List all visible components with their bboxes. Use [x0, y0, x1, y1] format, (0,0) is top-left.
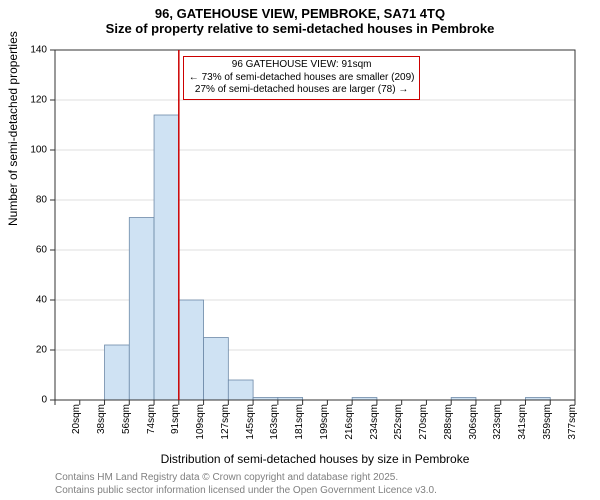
x-tick-label: 20sqm: [71, 404, 82, 454]
x-tick-label: 252sqm: [393, 404, 404, 454]
callout-line-3: 27% of semi-detached houses are larger (…: [189, 84, 415, 97]
x-tick-label: 234sqm: [369, 404, 380, 454]
x-tick-label: 181sqm: [294, 404, 305, 454]
y-tick-label: 140: [17, 45, 47, 56]
x-tick-label: 38sqm: [96, 404, 107, 454]
callout-line-2: ← 73% of semi-detached houses are smalle…: [189, 72, 415, 85]
y-tick-label: 0: [17, 395, 47, 406]
x-tick-label: 216sqm: [344, 404, 355, 454]
y-tick-label: 40: [17, 295, 47, 306]
x-tick-label: 323sqm: [492, 404, 503, 454]
callout-line-1: 96 GATEHOUSE VIEW: 91sqm: [189, 59, 415, 72]
x-axis-label: Distribution of semi-detached houses by …: [55, 452, 575, 466]
y-tick-label: 20: [17, 345, 47, 356]
x-tick-label: 288sqm: [443, 404, 454, 454]
x-tick-label: 377sqm: [567, 404, 578, 454]
y-tick-label: 60: [17, 245, 47, 256]
copyright-line-1: Contains HM Land Registry data © Crown c…: [55, 472, 437, 485]
x-tick-label: 306sqm: [468, 404, 479, 454]
x-tick-label: 270sqm: [418, 404, 429, 454]
chart-title: 96, GATEHOUSE VIEW, PEMBROKE, SA71 4TQ: [0, 6, 600, 21]
x-tick-label: 74sqm: [146, 404, 157, 454]
chart-subtitle: Size of property relative to semi-detach…: [0, 21, 600, 36]
y-tick-label: 120: [17, 95, 47, 106]
x-tick-label: 127sqm: [220, 404, 231, 454]
x-tick-label: 91sqm: [170, 404, 181, 454]
copyright-line-2: Contains public sector information licen…: [55, 485, 437, 498]
plot-area: [55, 50, 575, 400]
y-tick-label: 100: [17, 145, 47, 156]
x-tick-label: 199sqm: [319, 404, 330, 454]
y-tick-label: 80: [17, 195, 47, 206]
x-tick-label: 341sqm: [517, 404, 528, 454]
x-tick-label: 56sqm: [121, 404, 132, 454]
x-tick-label: 109sqm: [195, 404, 206, 454]
copyright-text: Contains HM Land Registry data © Crown c…: [55, 472, 437, 497]
histogram-svg: [55, 50, 575, 400]
x-tick-label: 359sqm: [542, 404, 553, 454]
x-tick-label: 145sqm: [245, 404, 256, 454]
highlight-callout: 96 GATEHOUSE VIEW: 91sqm ← 73% of semi-d…: [183, 56, 421, 100]
x-tick-label: 163sqm: [269, 404, 280, 454]
